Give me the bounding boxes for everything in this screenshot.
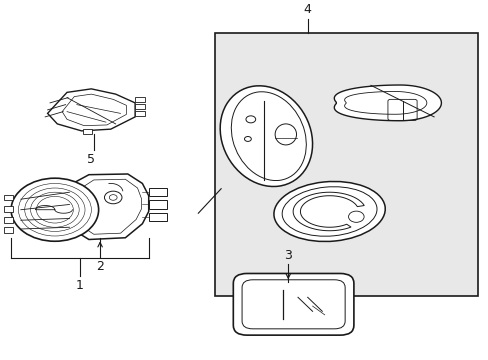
FancyBboxPatch shape	[148, 200, 167, 209]
FancyBboxPatch shape	[82, 129, 92, 134]
Text: 1: 1	[76, 279, 83, 292]
Text: 3: 3	[284, 248, 292, 262]
Polygon shape	[334, 85, 441, 121]
FancyBboxPatch shape	[4, 195, 13, 200]
FancyBboxPatch shape	[215, 33, 477, 296]
FancyBboxPatch shape	[135, 96, 144, 102]
Text: 5: 5	[87, 153, 95, 166]
Ellipse shape	[275, 124, 296, 145]
FancyBboxPatch shape	[135, 104, 144, 109]
Text: 4: 4	[303, 3, 311, 16]
FancyBboxPatch shape	[148, 212, 167, 221]
FancyBboxPatch shape	[148, 188, 167, 197]
Ellipse shape	[220, 86, 312, 186]
Text: 2: 2	[96, 260, 104, 273]
FancyBboxPatch shape	[233, 274, 353, 335]
FancyBboxPatch shape	[4, 217, 13, 223]
Ellipse shape	[11, 178, 99, 241]
FancyBboxPatch shape	[4, 206, 13, 212]
Polygon shape	[47, 89, 135, 131]
Polygon shape	[69, 174, 148, 239]
Ellipse shape	[104, 191, 122, 204]
Ellipse shape	[273, 181, 385, 242]
FancyBboxPatch shape	[135, 111, 144, 116]
FancyBboxPatch shape	[4, 227, 13, 233]
